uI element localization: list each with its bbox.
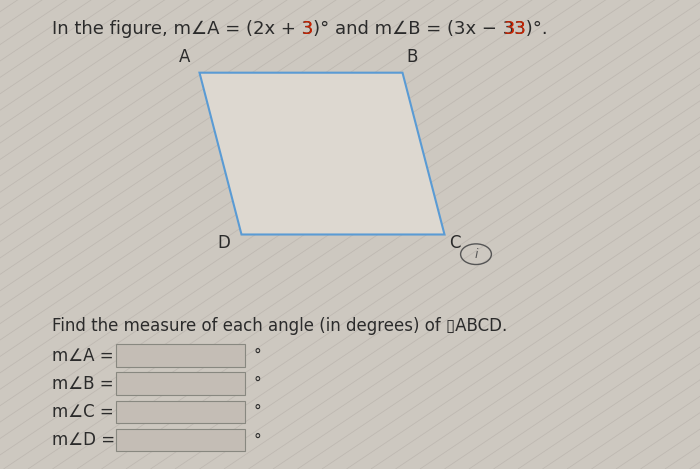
Text: m∠B =: m∠B =: [52, 375, 114, 393]
Text: °: °: [253, 376, 261, 391]
Text: m∠C =: m∠C =: [52, 403, 114, 421]
Polygon shape: [199, 73, 444, 234]
Text: i: i: [475, 248, 478, 261]
Text: D: D: [218, 234, 230, 252]
Text: °: °: [253, 404, 261, 419]
Text: °: °: [253, 432, 261, 447]
Text: 33: 33: [503, 20, 526, 38]
Text: m∠D =: m∠D =: [52, 431, 116, 449]
Text: C: C: [449, 234, 461, 252]
FancyBboxPatch shape: [116, 401, 245, 423]
FancyBboxPatch shape: [116, 429, 245, 451]
Text: m∠A =: m∠A =: [52, 347, 114, 364]
FancyBboxPatch shape: [116, 372, 245, 395]
Text: Find the measure of each angle (in degrees) of ▯ABCD.: Find the measure of each angle (in degre…: [52, 318, 508, 335]
Text: A: A: [179, 48, 190, 66]
Text: °: °: [253, 348, 261, 363]
Text: In the figure, m∠A = (2x + 3)° and m∠B = (3x − 33)°.: In the figure, m∠A = (2x + 3)° and m∠B =…: [52, 20, 548, 38]
Text: 3: 3: [302, 20, 314, 38]
Text: B: B: [407, 48, 418, 66]
FancyBboxPatch shape: [116, 344, 245, 367]
